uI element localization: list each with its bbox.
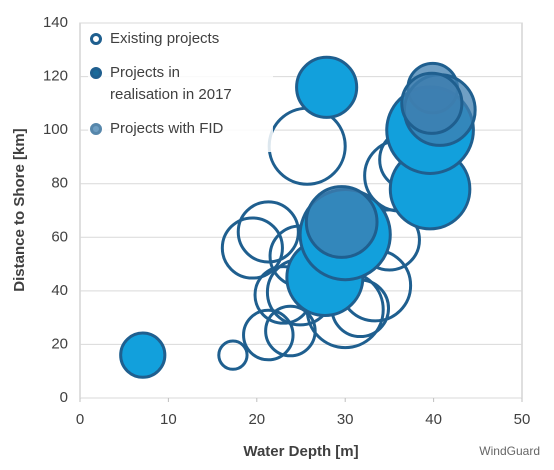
y-axis-title: Distance to Shore [km]: [11, 128, 28, 291]
x-tick-label: 50: [514, 411, 531, 428]
legend-label: Projects in realisation in 2017: [110, 64, 232, 103]
x-tick-label: 40: [425, 411, 442, 428]
bubble: [304, 185, 379, 259]
bubble: [295, 55, 359, 119]
y-tick-label: 80: [51, 175, 68, 192]
y-tick-label: 100: [43, 121, 68, 138]
x-tick-label: 0: [76, 411, 84, 428]
bubble: [400, 71, 464, 135]
bubble: [236, 200, 300, 264]
bubble: [242, 308, 295, 362]
x-tick-label: 20: [248, 411, 265, 428]
x-tick-label: 10: [160, 411, 177, 428]
legend-item: Existing projects: [88, 28, 273, 50]
x-tick-label: 30: [337, 411, 354, 428]
bubble: [217, 339, 249, 371]
legend-marker: [90, 33, 102, 45]
legend-marker: [90, 123, 102, 135]
legend-label: Existing projects: [110, 30, 220, 47]
y-tick-label: 0: [60, 389, 68, 406]
legend: Existing projects Projects in realisation…: [88, 28, 273, 152]
legend-item: Projects in realisation in 2017: [88, 62, 273, 106]
y-tick-label: 40: [51, 282, 68, 299]
legend-item: Projects with FID: [88, 118, 273, 140]
watermark: WindGuard: [479, 444, 540, 458]
bubble: [220, 216, 284, 280]
bubble: [267, 106, 347, 186]
y-tick-label: 120: [43, 68, 68, 85]
legend-marker: [90, 67, 102, 79]
bubble: [119, 331, 167, 379]
y-tick-label: 140: [43, 14, 68, 31]
y-tick-label: 20: [51, 335, 68, 352]
legend-label: Projects with FID: [110, 120, 224, 137]
y-tick-label: 60: [51, 228, 68, 245]
bubbles: [119, 55, 477, 379]
x-axis-title: Water Depth [m]: [243, 443, 358, 460]
